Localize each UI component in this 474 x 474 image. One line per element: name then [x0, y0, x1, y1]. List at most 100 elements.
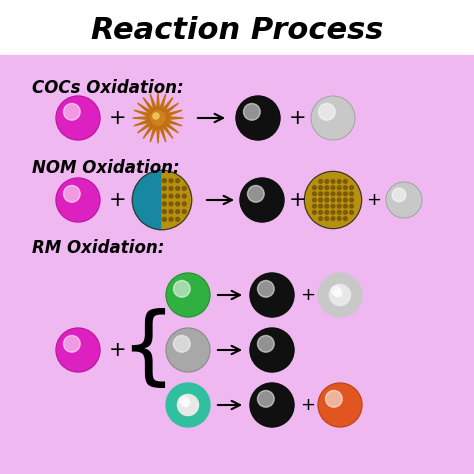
Circle shape — [257, 336, 274, 352]
Text: +: + — [289, 108, 307, 128]
Circle shape — [257, 281, 274, 297]
Circle shape — [326, 391, 342, 407]
Circle shape — [337, 186, 341, 190]
Circle shape — [318, 383, 362, 427]
Circle shape — [169, 202, 173, 206]
Text: +: + — [301, 286, 316, 304]
Text: {: { — [120, 309, 175, 392]
Circle shape — [331, 204, 335, 208]
Circle shape — [64, 103, 80, 120]
Circle shape — [182, 194, 186, 198]
Circle shape — [182, 202, 186, 206]
Circle shape — [331, 186, 335, 190]
Circle shape — [236, 96, 280, 140]
Circle shape — [179, 396, 188, 405]
Circle shape — [344, 217, 347, 220]
Circle shape — [331, 217, 335, 220]
Circle shape — [177, 394, 199, 416]
Circle shape — [325, 210, 328, 214]
Circle shape — [240, 178, 284, 222]
Circle shape — [319, 103, 335, 120]
Circle shape — [386, 182, 422, 218]
Circle shape — [151, 111, 165, 125]
Circle shape — [56, 178, 100, 222]
Circle shape — [331, 286, 340, 295]
Circle shape — [331, 198, 335, 202]
Circle shape — [319, 210, 322, 214]
Circle shape — [319, 204, 322, 208]
Circle shape — [163, 210, 166, 213]
Circle shape — [392, 188, 406, 202]
Circle shape — [250, 328, 294, 372]
Circle shape — [319, 186, 322, 190]
Bar — [0, 0, 474, 55]
Circle shape — [319, 192, 322, 196]
Circle shape — [325, 192, 328, 196]
Text: +: + — [366, 191, 382, 209]
Circle shape — [319, 180, 322, 183]
Circle shape — [344, 198, 347, 202]
Circle shape — [182, 399, 190, 407]
Circle shape — [344, 210, 347, 214]
Circle shape — [169, 194, 173, 198]
Circle shape — [169, 218, 173, 221]
Text: COCs Oxidation:: COCs Oxidation: — [32, 79, 183, 97]
Circle shape — [182, 186, 186, 191]
Circle shape — [176, 210, 180, 213]
Circle shape — [163, 186, 166, 191]
Bar — [0, 55, 474, 474]
Circle shape — [244, 103, 260, 120]
Circle shape — [344, 186, 347, 190]
Text: Reaction Process: Reaction Process — [91, 16, 383, 45]
Text: NOM Oxidation:: NOM Oxidation: — [32, 159, 180, 177]
Circle shape — [173, 336, 190, 352]
Circle shape — [64, 336, 80, 352]
Circle shape — [163, 179, 166, 182]
Circle shape — [344, 192, 347, 196]
Circle shape — [325, 180, 328, 183]
Circle shape — [329, 284, 351, 306]
Circle shape — [312, 210, 316, 214]
Circle shape — [350, 204, 354, 208]
Circle shape — [176, 202, 180, 206]
Circle shape — [331, 180, 335, 183]
Text: +: + — [289, 190, 307, 210]
Text: +: + — [109, 108, 127, 128]
Circle shape — [163, 218, 166, 221]
Circle shape — [247, 185, 264, 202]
Circle shape — [319, 217, 322, 220]
Circle shape — [312, 198, 316, 202]
Circle shape — [312, 186, 316, 190]
Circle shape — [173, 281, 190, 297]
Circle shape — [325, 198, 328, 202]
Circle shape — [337, 192, 341, 196]
Text: +: + — [301, 396, 316, 414]
Circle shape — [169, 186, 173, 191]
Circle shape — [166, 273, 210, 317]
Circle shape — [337, 204, 341, 208]
Text: +: + — [109, 190, 127, 210]
Circle shape — [337, 217, 341, 220]
Circle shape — [163, 194, 166, 198]
Circle shape — [176, 186, 180, 191]
Circle shape — [331, 192, 335, 196]
Circle shape — [250, 273, 294, 317]
Circle shape — [166, 383, 210, 427]
Text: RM Oxidation:: RM Oxidation: — [32, 239, 164, 257]
Circle shape — [312, 204, 316, 208]
Circle shape — [311, 96, 355, 140]
Circle shape — [350, 192, 354, 196]
Circle shape — [64, 185, 80, 202]
Circle shape — [325, 217, 328, 220]
Circle shape — [344, 204, 347, 208]
Circle shape — [56, 328, 100, 372]
Circle shape — [56, 96, 100, 140]
Circle shape — [350, 198, 354, 202]
Wedge shape — [162, 170, 191, 230]
Circle shape — [153, 113, 159, 119]
Circle shape — [350, 186, 354, 190]
Circle shape — [169, 210, 173, 213]
Circle shape — [176, 179, 180, 182]
Circle shape — [337, 210, 341, 214]
Circle shape — [304, 172, 362, 228]
